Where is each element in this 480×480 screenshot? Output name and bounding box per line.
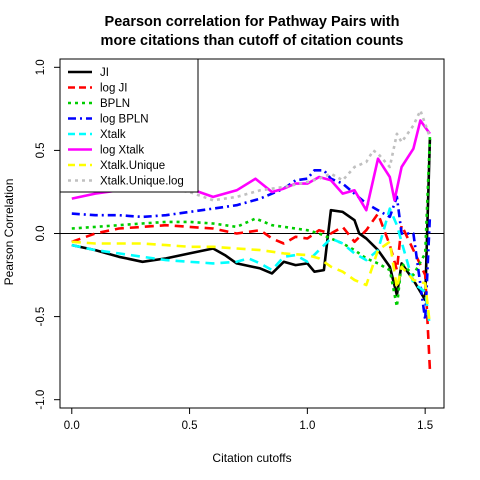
series-line <box>71 138 432 302</box>
x-tick-label: 1.0 <box>299 420 315 432</box>
legend-box <box>59 58 199 193</box>
series-line <box>71 137 432 308</box>
series-line <box>71 207 432 327</box>
x-tick-label: 0.0 <box>64 420 80 432</box>
legend: JI log JI BPLN log BPLN Xtalk log Xtalk Xtalk.… <box>59 58 199 193</box>
y-tick-label: 0.5 <box>35 142 47 158</box>
series-line <box>71 169 432 322</box>
series-line <box>71 109 432 202</box>
legend-entry-label: log JI <box>100 83 128 95</box>
series-line <box>71 212 432 370</box>
legend-entry-label: Xtalk.Unique <box>100 160 165 172</box>
y-axis-label: Pearson Correlation <box>2 179 16 286</box>
legend-entry-label: log BPLN <box>100 114 149 126</box>
x-tick-label: 1.5 <box>417 420 433 432</box>
legend-entry-label: Xtalk.Unique.log <box>100 176 184 188</box>
y-tick-label: -1.0 <box>35 390 47 410</box>
legend-entry-label: Xtalk <box>100 129 126 141</box>
plot-area: 0.0 0.5 1.0 1.5 -1.0 -0.5 0.0 0.5 1.0 <box>35 58 445 432</box>
chart-title-line-2: more citations than cutoff of citation c… <box>101 33 404 49</box>
legend-entry-label: JI <box>100 67 109 79</box>
legend-entry-label: BPLN <box>100 98 130 110</box>
series-line <box>71 240 432 326</box>
y-tick-label: -0.5 <box>35 307 47 327</box>
y-tick-label: 0.0 <box>35 226 47 242</box>
legend-entry-label: log Xtalk <box>100 145 144 157</box>
chart-title-line-1: Pearson correlation for Pathway Pairs wi… <box>105 14 400 30</box>
x-axis-label: Citation cutoffs <box>212 451 291 465</box>
y-tick-label: 1.0 <box>35 59 47 75</box>
x-tick-label: 0.5 <box>182 420 198 432</box>
